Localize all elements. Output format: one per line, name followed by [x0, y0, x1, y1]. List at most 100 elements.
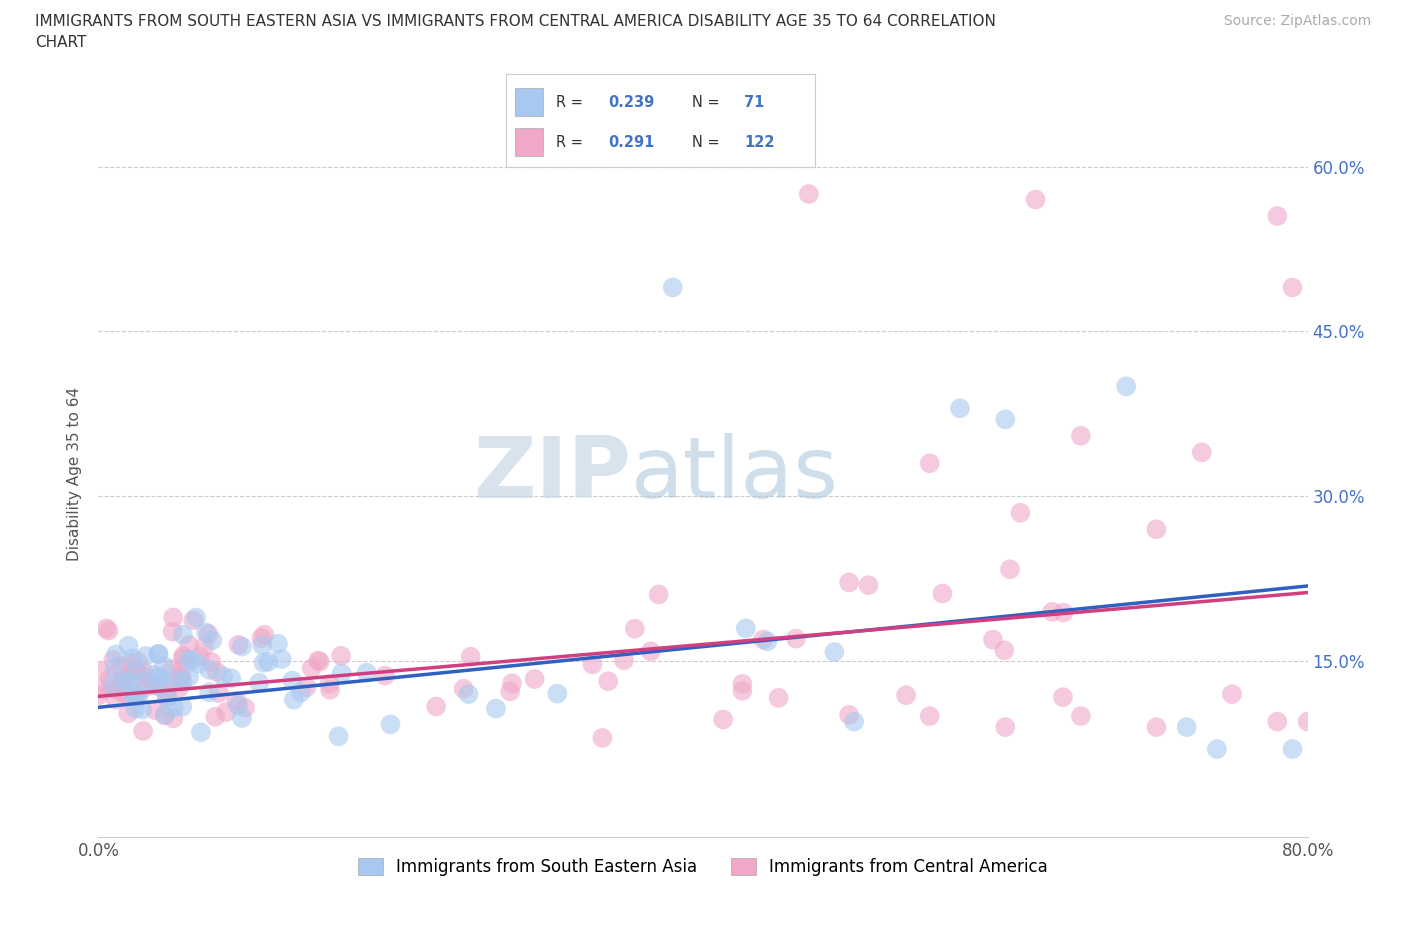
Point [319, 683, 342, 698]
Point [117, 638, 139, 653]
Point [844, 714, 866, 729]
Point [270, 652, 292, 667]
Point [111, 684, 134, 699]
Point [581, 657, 603, 671]
Point [172, 627, 194, 642]
Point [91, 683, 114, 698]
Point [231, 639, 253, 654]
Point [485, 701, 508, 716]
Point [328, 729, 350, 744]
Point [134, 665, 156, 680]
Point [198, 684, 221, 699]
Point [190, 724, 212, 739]
Point [156, 684, 179, 699]
Point [981, 632, 1004, 647]
Point [858, 578, 880, 592]
Point [110, 658, 132, 673]
Point [142, 668, 165, 683]
Point [117, 675, 139, 690]
Point [453, 681, 475, 696]
Point [228, 698, 250, 712]
Point [162, 624, 184, 639]
Point [797, 187, 820, 202]
Point [330, 648, 353, 663]
Point [1296, 714, 1319, 729]
Point [949, 401, 972, 416]
Point [499, 684, 522, 698]
Point [931, 586, 953, 601]
Point [1191, 445, 1213, 459]
Point [356, 665, 378, 680]
Point [1070, 709, 1092, 724]
Point [195, 625, 218, 640]
Point [148, 670, 170, 684]
Point [90, 664, 112, 679]
Text: IMMIGRANTS FROM SOUTH EASTERN ASIA VS IMMIGRANTS FROM CENTRAL AMERICA DISABILITY: IMMIGRANTS FROM SOUTH EASTERN ASIA VS IM… [35, 14, 995, 29]
Text: CHART: CHART [35, 35, 87, 50]
Point [330, 666, 353, 681]
Point [156, 690, 179, 705]
Point [307, 653, 329, 668]
Point [143, 703, 166, 718]
Point [994, 412, 1017, 427]
Point [169, 669, 191, 684]
Point [591, 730, 613, 745]
Point [1144, 720, 1167, 735]
Point [134, 680, 156, 695]
Point [647, 587, 669, 602]
Point [153, 658, 176, 673]
Point [613, 653, 636, 668]
Point [104, 692, 127, 707]
Point [731, 676, 754, 691]
Point [918, 709, 941, 724]
Point [112, 686, 135, 701]
Point [172, 699, 194, 714]
Y-axis label: Disability Age 35 to 64: Disability Age 35 to 64 [67, 387, 83, 562]
Point [823, 644, 845, 659]
Point [170, 671, 193, 685]
Point [1052, 690, 1074, 705]
Text: 0.239: 0.239 [609, 95, 654, 110]
Point [87, 688, 110, 703]
Point [1267, 208, 1289, 223]
Point [838, 708, 860, 723]
Text: R =: R = [555, 95, 588, 110]
Point [187, 657, 209, 671]
Point [181, 613, 204, 628]
Point [457, 686, 479, 701]
Point [160, 661, 183, 676]
Point [179, 638, 201, 653]
Point [711, 712, 734, 727]
Point [215, 705, 238, 720]
FancyBboxPatch shape [516, 128, 543, 156]
Point [994, 720, 1017, 735]
Point [163, 700, 186, 715]
Point [162, 711, 184, 726]
Point [104, 682, 127, 697]
Point [125, 663, 148, 678]
Text: 0.291: 0.291 [609, 135, 655, 150]
Point [734, 621, 756, 636]
Point [1144, 522, 1167, 537]
Point [146, 646, 169, 661]
Point [169, 680, 191, 695]
Point [201, 632, 224, 647]
Point [124, 664, 146, 679]
Point [121, 651, 143, 666]
Point [768, 690, 790, 705]
Point [184, 610, 207, 625]
Point [290, 685, 312, 700]
Text: N =: N = [692, 95, 720, 110]
Point [1070, 429, 1092, 444]
Point [146, 679, 169, 694]
Point [640, 644, 662, 658]
Point [135, 670, 157, 684]
Text: ZIP: ZIP [472, 432, 630, 516]
Point [1281, 741, 1303, 756]
Point [180, 653, 202, 668]
Point [301, 660, 323, 675]
Point [253, 627, 276, 642]
Point [212, 669, 235, 684]
Point [918, 456, 941, 471]
Point [150, 671, 173, 686]
